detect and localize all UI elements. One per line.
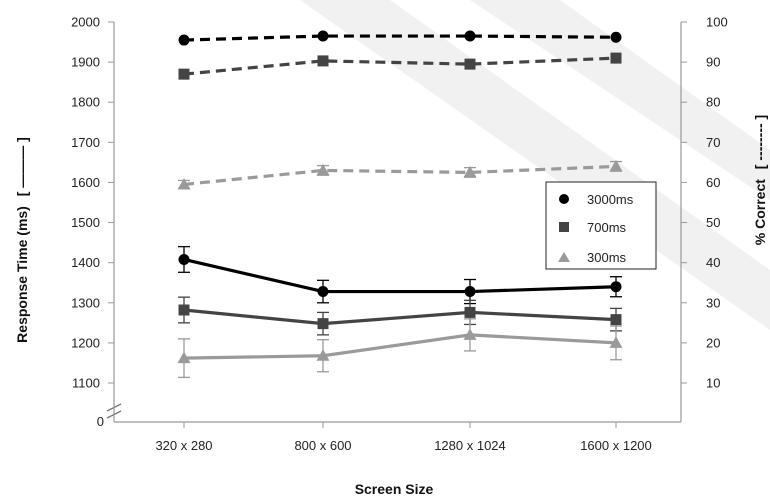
left-axis-title-text: Response Time (ms) — [14, 206, 30, 343]
left-tick-label: 1400 — [71, 255, 100, 270]
left-tick-label: 1100 — [72, 376, 100, 391]
left-axis-title-suffix: [ ——— ] — [14, 137, 30, 196]
right-tick-label: 20 — [706, 335, 720, 350]
left-tick-label: 2000 — [71, 15, 100, 30]
series-line-3000ms-accuracy — [183, 34, 617, 42]
left-tick-label: 1600 — [71, 175, 100, 190]
left-tick-label: 1900 — [71, 55, 100, 70]
series-300ms-response-time — [177, 318, 623, 379]
data-point-square — [464, 58, 476, 70]
left-tick-label: 1500 — [71, 215, 100, 230]
series-300ms-accuracy — [177, 159, 623, 190]
right-tick-label: 90 — [706, 55, 720, 70]
legend-marker-300ms — [558, 252, 570, 262]
series-line-3000ms-response-time — [183, 257, 617, 294]
data-point-square — [178, 68, 190, 80]
series-line-700ms-accuracy — [183, 56, 617, 76]
data-point-square — [610, 314, 622, 326]
series-line-700ms-response-time — [183, 308, 617, 326]
legend: 3000ms 700ms 300ms — [545, 181, 657, 270]
right-axis-ticks: 100 90 80 70 60 50 40 30 20 10 — [681, 15, 728, 391]
series-line-300ms-response-time — [183, 333, 617, 360]
data-point-circle — [610, 281, 622, 293]
data-point-circle — [610, 31, 622, 43]
data-point-square — [317, 318, 329, 330]
svg-text:% Correct [ -------- ]: % Correct [ -------- ] — [752, 115, 768, 245]
plot-frame — [106, 22, 682, 423]
x-tick-label: 800 x 600 — [294, 438, 351, 453]
right-axis-title-suffix: [ -------- ] — [752, 115, 768, 169]
right-tick-label: 50 — [706, 215, 720, 230]
data-point-circle — [317, 30, 329, 42]
right-tick-label: 60 — [706, 175, 720, 190]
data-point-square — [610, 52, 622, 64]
x-tick-label: 1600 x 1200 — [580, 438, 652, 453]
right-axis-title: % Correct [ -------- ] — [752, 115, 768, 245]
data-point-triangle — [177, 351, 191, 364]
x-tick-label: 1280 x 1024 — [434, 438, 506, 453]
series-line-300ms-accuracy — [183, 164, 617, 187]
left-tick-label: 1300 — [71, 295, 100, 310]
left-axis-zero-label: 0 — [97, 414, 104, 429]
data-point-circle — [178, 253, 190, 265]
data-point-circle — [178, 34, 190, 46]
svg-text:Response Time (ms) [ ———: Response Time (ms) [ ——— ] — [14, 137, 30, 343]
data-point-triangle — [609, 336, 623, 348]
right-tick-label: 30 — [706, 295, 720, 310]
series-3000ms-response-time — [178, 245, 622, 305]
legend-marker-700ms — [559, 222, 569, 232]
data-point-square — [317, 55, 329, 67]
series-700ms-response-time — [178, 296, 622, 336]
x-tick-label: 320 x 280 — [155, 438, 212, 453]
right-tick-label: 10 — [706, 376, 720, 391]
data-point-triangle — [316, 163, 330, 176]
data-point-circle — [464, 30, 476, 42]
data-point-circle — [464, 286, 476, 298]
right-axis-title-text: % Correct — [752, 179, 768, 245]
legend-label-3000ms: 3000ms — [587, 192, 634, 207]
series-700ms-accuracy — [178, 52, 622, 80]
left-tick-label: 1700 — [71, 135, 100, 150]
series-layer — [177, 30, 623, 379]
data-point-square — [464, 306, 476, 318]
right-tick-label: 100 — [706, 15, 728, 30]
x-axis-ticks: 320 x 280 800 x 600 1280 x 1024 1600 x 1200 — [155, 422, 652, 453]
legend-marker-3000ms — [559, 194, 569, 204]
data-point-square — [178, 304, 190, 316]
x-axis-title: Screen Size — [355, 481, 434, 497]
left-tick-label: 1200 — [71, 335, 100, 350]
right-tick-label: 80 — [706, 95, 720, 110]
left-axis-title: Response Time (ms) [ ——— ] — [14, 137, 30, 343]
data-point-circle — [317, 286, 329, 298]
data-point-triangle — [609, 159, 623, 172]
left-tick-label: 1800 — [71, 95, 100, 110]
right-tick-label: 70 — [706, 135, 720, 150]
right-tick-label: 40 — [706, 255, 720, 270]
data-point-triangle — [463, 165, 477, 178]
legend-label-700ms: 700ms — [587, 220, 627, 235]
data-point-triangle — [463, 328, 477, 340]
series-3000ms-accuracy — [178, 30, 622, 46]
legend-label-300ms: 300ms — [587, 250, 627, 265]
watermark — [300, 0, 770, 330]
data-point-triangle — [177, 177, 191, 190]
left-axis-ticks: 2000 1900 1800 1700 1600 1500 1400 1300 1200 1100 — [71, 15, 114, 391]
data-point-triangle — [316, 349, 330, 361]
